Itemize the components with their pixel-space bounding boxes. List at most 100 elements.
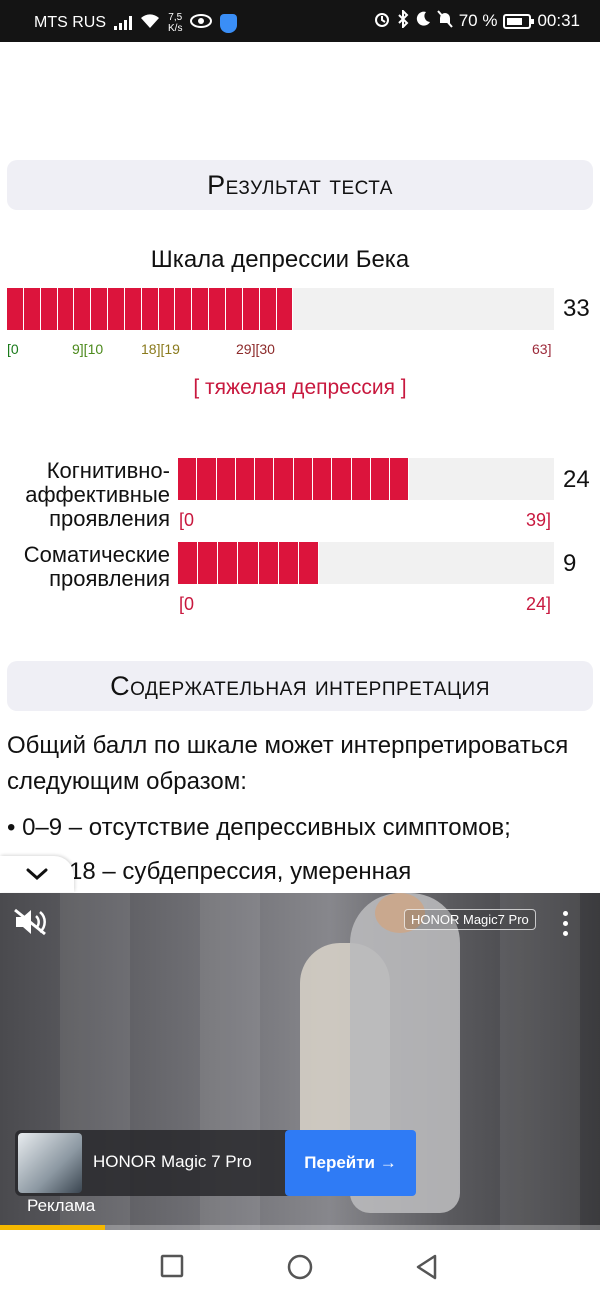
bar-fill-segment — [91, 288, 109, 330]
home-button[interactable] — [287, 1254, 313, 1285]
subscale-somatic-label-line: проявления — [49, 566, 170, 591]
net-speed: 7,5 K/s — [168, 12, 182, 34]
tick-9-10: 9][10 — [72, 341, 104, 357]
mute-bell-icon — [436, 10, 453, 32]
bar-fill-segment — [274, 458, 294, 500]
subscale-somatic-score: 9 — [563, 550, 577, 577]
subscale-cognitive-label-line: аффективные — [25, 482, 170, 507]
triangle-back-icon — [416, 1254, 437, 1280]
subscale-cognitive-range-max: 39] — [526, 510, 552, 530]
bar-fill-segment — [276, 288, 294, 330]
main-scale-score: 33 — [563, 295, 590, 322]
chevron-down-icon — [26, 868, 48, 881]
main-scale-bar — [7, 288, 554, 330]
ad-card[interactable]: HONOR Magic 7 Pro Перейти → — [15, 1130, 416, 1196]
ad-progress-bar — [0, 1225, 600, 1230]
circle-icon — [287, 1254, 313, 1280]
bar-fill-segment — [298, 542, 319, 584]
bar-fill-segment — [255, 458, 275, 500]
result-section-title: Результат теста — [7, 160, 593, 210]
tick-0: [0 — [7, 341, 19, 357]
ad-thumbnail — [18, 1133, 82, 1193]
collapse-ad-button[interactable] — [0, 856, 74, 892]
subscale-cognitive-label: Когнитивно- аффективные проявления — [25, 459, 170, 531]
bar-fill-segment — [209, 288, 226, 330]
bar-fill-segment — [192, 288, 210, 330]
bar-fill-segment — [238, 542, 259, 584]
bar-fill-segment — [258, 542, 279, 584]
bar-fill-segment — [178, 542, 199, 584]
subscale-somatic-range-max: 24] — [526, 594, 552, 614]
subscale-cognitive-label-line: Когнитивно- — [46, 458, 170, 483]
bar-fill-segment — [108, 288, 125, 330]
interpretation-bullet-2: 18 – субдепрессия, умеренная — [69, 858, 412, 885]
recent-apps-button[interactable] — [160, 1254, 184, 1283]
bar-fill-segment — [278, 542, 299, 584]
moon-icon — [415, 11, 431, 31]
severity-result: [ тяжелая депрессия ] — [193, 376, 407, 399]
ad-cta-button[interactable]: Перейти → — [285, 1130, 416, 1196]
bar-fill-segment — [351, 458, 371, 500]
bar-fill-segment — [40, 288, 58, 330]
bluetooth-icon — [397, 8, 409, 32]
interpretation-bullet-1: • 0–9 – отсутствие депрессивных симптомо… — [7, 814, 511, 841]
main-scale-title: Шкала депрессии Бека — [150, 246, 410, 273]
bar-fill-segment — [242, 288, 260, 330]
subscale-somatic-bar — [178, 542, 554, 584]
bar-fill-segment — [218, 542, 239, 584]
system-nav-bar — [0, 1230, 600, 1299]
bar-fill-segment — [235, 458, 256, 500]
bar-fill-segment — [141, 288, 159, 330]
signal-icon — [114, 16, 132, 30]
bar-fill-segment — [57, 288, 75, 330]
battery-percent: 70 % — [458, 11, 498, 30]
bar-fill-segment — [23, 288, 41, 330]
bar-fill-segment — [158, 288, 176, 330]
subscale-somatic-label-line: Соматические — [23, 542, 170, 567]
battery-icon — [503, 13, 535, 29]
more-options-icon[interactable] — [563, 911, 569, 941]
bar-fill-segment — [124, 288, 142, 330]
bar-fill-segment — [197, 458, 217, 500]
interpretation-intro: Общий балл по шкале может интерпретирова… — [7, 732, 569, 795]
carrier-name: MTS RUS — [34, 14, 106, 31]
shield-icon — [220, 13, 238, 33]
wifi-icon — [140, 13, 160, 33]
net-speed-unit: K/s — [168, 23, 183, 34]
ad-label: Реклама — [27, 1196, 96, 1215]
subscale-cognitive-bar — [178, 458, 554, 500]
subscale-somatic-range-min: [0 — [179, 594, 195, 614]
status-bar: MTS RUS 7,5 K/s 70 % 00:31 — [0, 0, 600, 42]
bar-fill-segment — [178, 458, 198, 500]
bar-fill-segment — [216, 458, 236, 500]
ad-brand-tag: HONOR Magic7 Pro — [404, 909, 536, 930]
bar-fill-segment — [259, 288, 277, 330]
subscale-somatic-label: Соматические проявления — [24, 543, 170, 591]
tick-63: 63] — [532, 341, 552, 357]
eye-icon — [190, 14, 213, 32]
ad-figure-head — [375, 893, 425, 933]
ad-product-name: HONOR Magic 7 Pro — [93, 1152, 252, 1171]
tick-29-30: 29][30 — [236, 341, 275, 357]
subscale-cognitive-label-line: проявления — [49, 506, 170, 531]
bar-fill-segment — [312, 458, 333, 500]
alarm-icon — [373, 10, 391, 32]
subscale-cognitive-score: 24 — [563, 466, 590, 493]
bar-fill-segment — [198, 542, 219, 584]
back-button[interactable] — [415, 1254, 439, 1285]
bar-fill-segment — [175, 288, 193, 330]
square-icon — [160, 1254, 184, 1278]
interpretation-section-title: Содержательная интерпретация — [7, 661, 593, 711]
subscale-cognitive-range-min: [0 — [179, 510, 195, 530]
bar-fill-segment — [74, 288, 92, 330]
bar-fill-segment — [293, 458, 313, 500]
clock: 00:31 — [537, 11, 580, 30]
bar-fill-segment — [370, 458, 391, 500]
tick-18-19: 18][19 — [141, 341, 180, 357]
mute-icon[interactable] — [12, 907, 50, 942]
net-speed-value: 7,5 — [168, 12, 183, 23]
bar-fill-segment — [332, 458, 352, 500]
bar-fill-segment — [7, 288, 24, 330]
bar-fill-segment — [225, 288, 243, 330]
video-ad[interactable]: HONOR Magic7 Pro HONOR Magic 7 Pro Перей… — [0, 893, 600, 1230]
